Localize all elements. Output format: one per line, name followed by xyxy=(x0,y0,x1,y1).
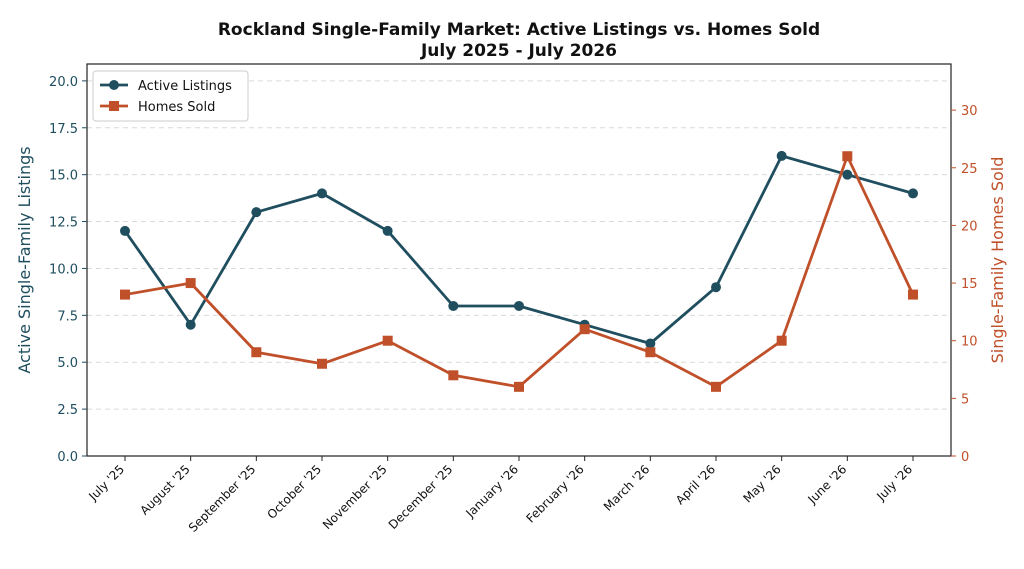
x-tick-label: November '25 xyxy=(320,462,390,532)
data-point-homes-sold xyxy=(908,289,918,300)
data-point-active-listings xyxy=(185,319,196,330)
right-tick-label: 25 xyxy=(961,162,978,177)
legend-label-homes-sold: Homes Sold xyxy=(138,100,215,115)
x-tick-label: July '25 xyxy=(85,462,127,504)
data-point-active-listings xyxy=(251,207,262,218)
data-point-active-listings xyxy=(382,225,393,236)
data-point-active-listings xyxy=(645,338,656,349)
grid-lines xyxy=(87,80,951,457)
data-point-homes-sold xyxy=(579,324,590,335)
left-tick-label: 15.0 xyxy=(49,169,78,184)
legend-marker-active-listings xyxy=(109,80,119,90)
data-point-active-listings xyxy=(514,300,524,311)
right-tick-label: 30 xyxy=(961,104,978,119)
right-tick-label: 0 xyxy=(961,450,969,465)
data-point-homes-sold xyxy=(514,381,524,392)
left-tick-label: 2.5 xyxy=(57,403,78,418)
x-tick-label: April '26 xyxy=(673,462,718,507)
x-tick-label: August '25 xyxy=(137,462,192,517)
right-tick-label: 10 xyxy=(961,335,978,350)
x-tick-label: October '25 xyxy=(264,462,324,522)
x-tick-label: May '26 xyxy=(741,462,784,505)
data-point-active-listings xyxy=(120,225,130,236)
right-tick-label: 5 xyxy=(961,392,969,407)
x-tick-label: June '26 xyxy=(805,462,850,507)
data-point-homes-sold xyxy=(776,335,787,346)
data-point-homes-sold xyxy=(317,358,327,369)
left-axis-label: Active Single-Family Listings xyxy=(15,146,34,373)
x-tick-label: February '26 xyxy=(523,462,586,525)
right-axis-label: Single-Family Homes Sold xyxy=(988,157,1007,364)
right-tick-label: 20 xyxy=(961,219,978,234)
data-point-homes-sold xyxy=(185,278,196,289)
data-point-active-listings xyxy=(842,169,853,180)
legend-marker-homes-sold xyxy=(109,101,119,111)
x-tick-label: September '25 xyxy=(186,462,259,535)
data-point-homes-sold xyxy=(842,151,853,162)
left-tick-label: 7.5 xyxy=(57,309,78,324)
data-point-homes-sold xyxy=(251,347,262,358)
data-point-active-listings xyxy=(776,150,787,161)
left-tick-label: 17.5 xyxy=(49,122,78,137)
data-point-homes-sold xyxy=(120,289,130,300)
left-tick-label: 12.5 xyxy=(49,216,78,231)
left-tick-label: 20.0 xyxy=(49,75,78,90)
right-axis: 0 5 10 15 20 25 30 xyxy=(951,104,978,465)
chart-title-line1: Rockland Single-Family Market: Active Li… xyxy=(218,20,820,40)
data-point-homes-sold xyxy=(382,335,393,346)
plot-frame xyxy=(86,63,952,457)
data-point-active-listings xyxy=(908,188,918,199)
data-point-active-listings xyxy=(317,188,327,199)
x-tick-label: July '26 xyxy=(873,462,915,504)
x-tick-label: January '26 xyxy=(463,462,522,521)
right-tick-label: 15 xyxy=(961,277,978,292)
data-point-homes-sold xyxy=(711,381,721,392)
data-point-active-listings xyxy=(448,300,459,311)
legend: Active Listings Homes Sold xyxy=(92,70,249,122)
left-tick-label: 5.0 xyxy=(57,356,78,371)
data-point-homes-sold xyxy=(645,347,656,358)
x-tick-label: March '26 xyxy=(601,462,653,514)
legend-box xyxy=(92,70,249,122)
left-axis: 0.0 2.5 5.0 7.5 10.0 12.5 15.0 17.5 20.0 xyxy=(49,75,87,465)
series-layer xyxy=(120,150,918,392)
x-tick-label: December '25 xyxy=(386,462,456,532)
data-point-active-listings xyxy=(711,282,721,293)
left-tick-label: 10.0 xyxy=(49,262,78,277)
chart-title-line2: July 2025 - July 2026 xyxy=(420,41,617,61)
legend-label-active-listings: Active Listings xyxy=(138,79,232,94)
data-point-homes-sold xyxy=(448,370,459,381)
left-tick-label: 0.0 xyxy=(57,450,78,465)
series-line-homes-sold xyxy=(124,154,915,389)
